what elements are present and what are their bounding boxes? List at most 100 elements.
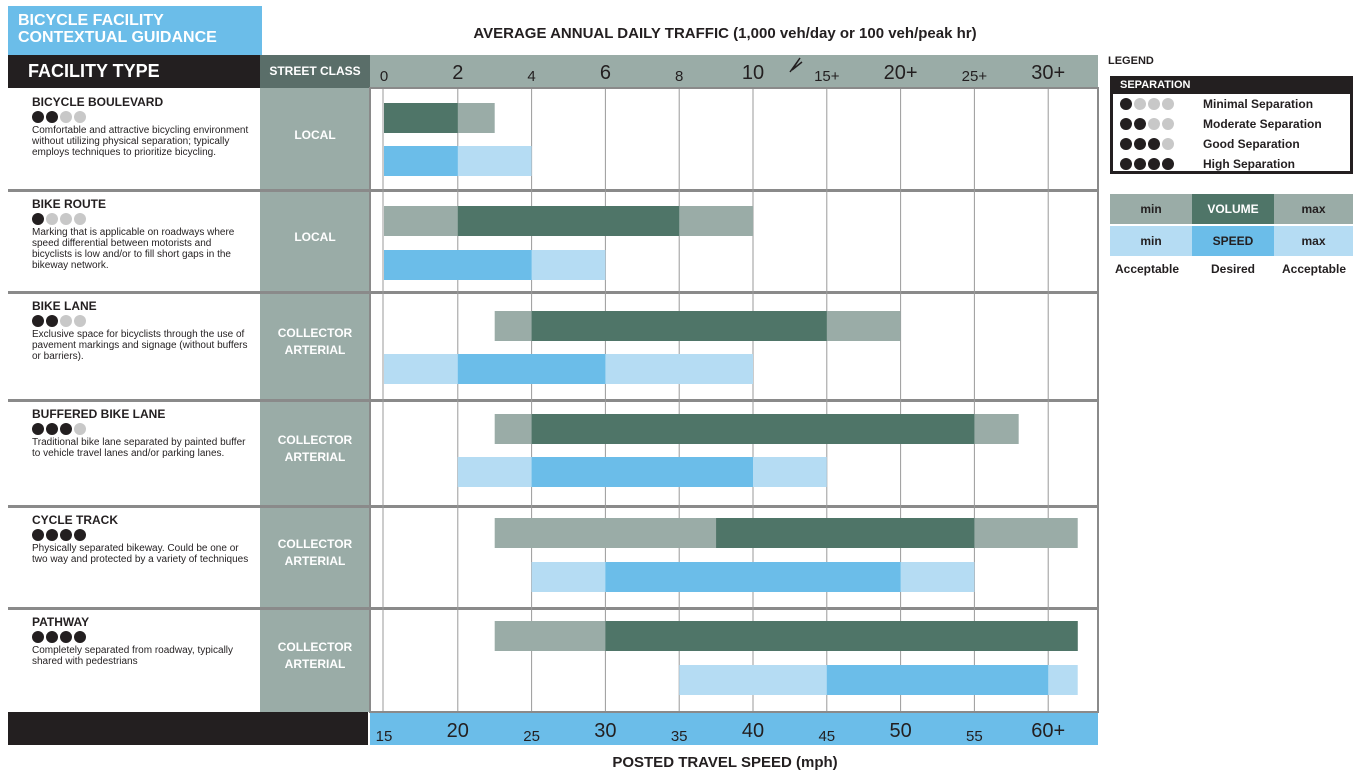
speed-axis-bar [370,712,1098,745]
legend-title: LEGEND [1108,55,1154,67]
speed-tick-label: 30 [594,720,616,742]
speed-tick-label: 25 [523,728,540,745]
plot-frame [369,87,1099,713]
empty-dot-icon [1162,138,1174,150]
traffic-tick-label: 0 [380,68,388,85]
traffic-axis-bar [370,55,1098,88]
empty-dot-icon [60,315,72,327]
filled-dot-icon [1120,118,1132,130]
key-speed-min: min [1110,226,1192,256]
facility-row: BUFFERED BIKE LANE Traditional bike lane … [8,407,256,459]
speed-desired-bar [384,250,532,280]
traffic-tick-label: 4 [527,68,535,85]
volume-desired-bar [716,518,975,548]
row-divider [8,189,1098,192]
facility-name: BUFFERED BIKE LANE [32,407,166,421]
facility-name: BICYCLE BOULEVARD [32,95,164,109]
row-divider [8,505,1098,508]
volume-desired-bar [457,206,680,236]
empty-dot-icon [1148,118,1160,130]
volume-desired-bar [605,621,1078,651]
volume-desired-bar [531,311,827,341]
row-divider [8,291,1098,294]
facility-name: PATHWAY [32,615,90,629]
traffic-axis-title: AVERAGE ANNUAL DAILY TRAFFIC (1,000 veh/… [473,25,977,42]
filled-dot-icon [46,529,58,541]
legend-separation-header: SEPARATION [1110,76,1353,94]
facility-description: Exclusive space for bicyclists through t… [32,329,248,362]
facility-description: Completely separated from roadway, typic… [32,645,234,667]
filled-dot-icon [1120,138,1132,150]
separation-dots [1120,137,1200,151]
speed-tick-label: 15 [376,728,393,745]
legend-item: Moderate Separation [1120,115,1322,133]
legend-item-label: Moderate Separation [1203,117,1322,131]
filled-dot-icon [60,423,72,435]
row-divider [8,399,1098,402]
filled-dot-icon [32,111,44,123]
filled-dot-icon [32,315,44,327]
filled-dot-icon [46,315,58,327]
street-class-line: COLLECTOR [277,326,353,340]
filled-dot-icon [74,529,86,541]
empty-dot-icon [46,213,58,225]
empty-dot-icon [1148,98,1160,110]
filled-dot-icon [32,213,44,225]
street-class-line: COLLECTOR [277,433,353,447]
facility-row: CYCLE TRACK Physically separated bikeway.… [8,513,256,565]
filled-dot-icon [1134,118,1146,130]
traffic-tick-label: 30+ [1031,62,1065,84]
legend-item-label: Minimal Separation [1203,97,1314,111]
key-volume-label: VOLUME [1192,194,1274,224]
empty-dot-icon [60,213,72,225]
facility-description: Comfortable and attractive bicycling env… [32,125,249,158]
empty-dot-icon [74,213,86,225]
facility-description: Traditional bike lane separated by paint… [32,437,246,459]
traffic-tick-label: 15+ [814,68,840,85]
key-volume-max: max [1274,194,1353,224]
volume-desired-bar [531,414,975,444]
speed-tick-label: 20 [447,720,469,742]
facility-name: BIKE ROUTE [32,197,107,211]
key-speed-label: SPEED [1192,226,1274,256]
filled-dot-icon [1148,138,1160,150]
speed-tick-label: 40 [742,720,764,742]
chart-title-line2: CONTEXTUAL GUIDANCE [18,29,217,46]
legend-item: Good Separation [1120,135,1300,153]
filled-dot-icon [60,631,72,643]
separation-dots [32,110,256,124]
facility-description: Physically separated bikeway. Could be o… [32,543,249,565]
street-class-header: STREET CLASS [260,55,370,88]
speed-tick-label: 45 [818,728,835,745]
speed-tick-label: 60+ [1031,720,1065,742]
traffic-tick-label: 8 [675,68,683,85]
traffic-tick-label: 10 [742,62,764,84]
filled-dot-icon [1148,158,1160,170]
facility-type-header: FACILITY TYPE [28,61,160,81]
street-class-label: COLLECTOR ARTERIAL [260,639,370,673]
key-foot-acceptable-left: Acceptable [1114,262,1180,276]
separation-dots [1120,117,1200,131]
row-divider [8,607,1098,610]
traffic-tick-label: 2 [452,62,463,84]
axis-break-icon [789,57,803,73]
filled-dot-icon [32,529,44,541]
filled-dot-icon [46,423,58,435]
empty-dot-icon [60,111,72,123]
chart-title-box: BICYCLE FACILITY CONTEXTUAL GUIDANCE [8,6,262,60]
street-class-line: COLLECTOR [277,640,353,654]
filled-dot-icon [32,631,44,643]
speed-desired-bar [826,665,1049,695]
street-class-label: LOCAL [260,229,370,246]
empty-dot-icon [1162,98,1174,110]
facility-row: BIKE ROUTE Marking that is applicable on … [8,197,256,271]
speed-desired-bar [384,146,458,176]
footer-bar [8,712,368,745]
separation-dots [32,630,256,644]
traffic-tick-label: 20+ [884,62,918,84]
separation-dots [32,314,256,328]
facility-row: BICYCLE BOULEVARD Comfortable and attract… [8,95,256,158]
legend-item: Minimal Separation [1120,95,1313,113]
separation-dots [32,422,256,436]
